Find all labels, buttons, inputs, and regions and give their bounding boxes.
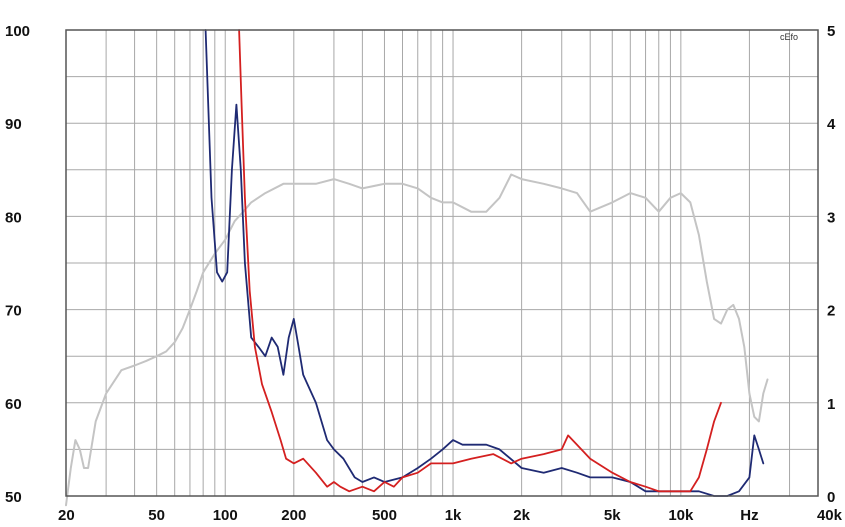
x-tick-label: 5k [604,507,621,524]
y-tick-label: 100 [5,23,30,40]
tick-labels: 50 60 70 80 90 100 0 1 2 3 4 5 20 50 100 200 500 1k 2k 5k 10… [5,23,843,524]
x-tick-label: 20 [58,507,75,524]
series-group [65,29,769,507]
y2-tick-label: 4 [827,116,836,133]
series-line-1 [65,173,769,507]
y-tick-label: 60 [5,396,22,413]
y-tick-label: 50 [5,489,22,506]
x-tick-label: 2k [513,507,530,524]
x-tick-label: 10k [668,507,694,524]
x-tick-label: 500 [372,507,397,524]
y2-tick-label: 1 [827,396,835,413]
x-tick-label: 40k [817,507,843,524]
series-line-3 [238,29,722,493]
y2-tick-label: 5 [827,23,835,40]
y-tick-label: 90 [5,116,22,133]
y2-tick-label: 0 [827,489,835,506]
x-tick-label: 200 [281,507,306,524]
y-tick-label: 70 [5,303,22,320]
x-tick-label: 1k [445,507,462,524]
x-tick-label: 50 [148,507,165,524]
x-tick-label: 100 [213,507,238,524]
y2-tick-label: 2 [827,303,835,320]
y-tick-label: 80 [5,209,22,226]
y2-tick-label: 3 [827,209,835,226]
x-tick-label: Hz [740,507,758,524]
grid [66,30,818,496]
plot-frame [65,29,819,497]
unit-label: cEfo [780,32,798,42]
